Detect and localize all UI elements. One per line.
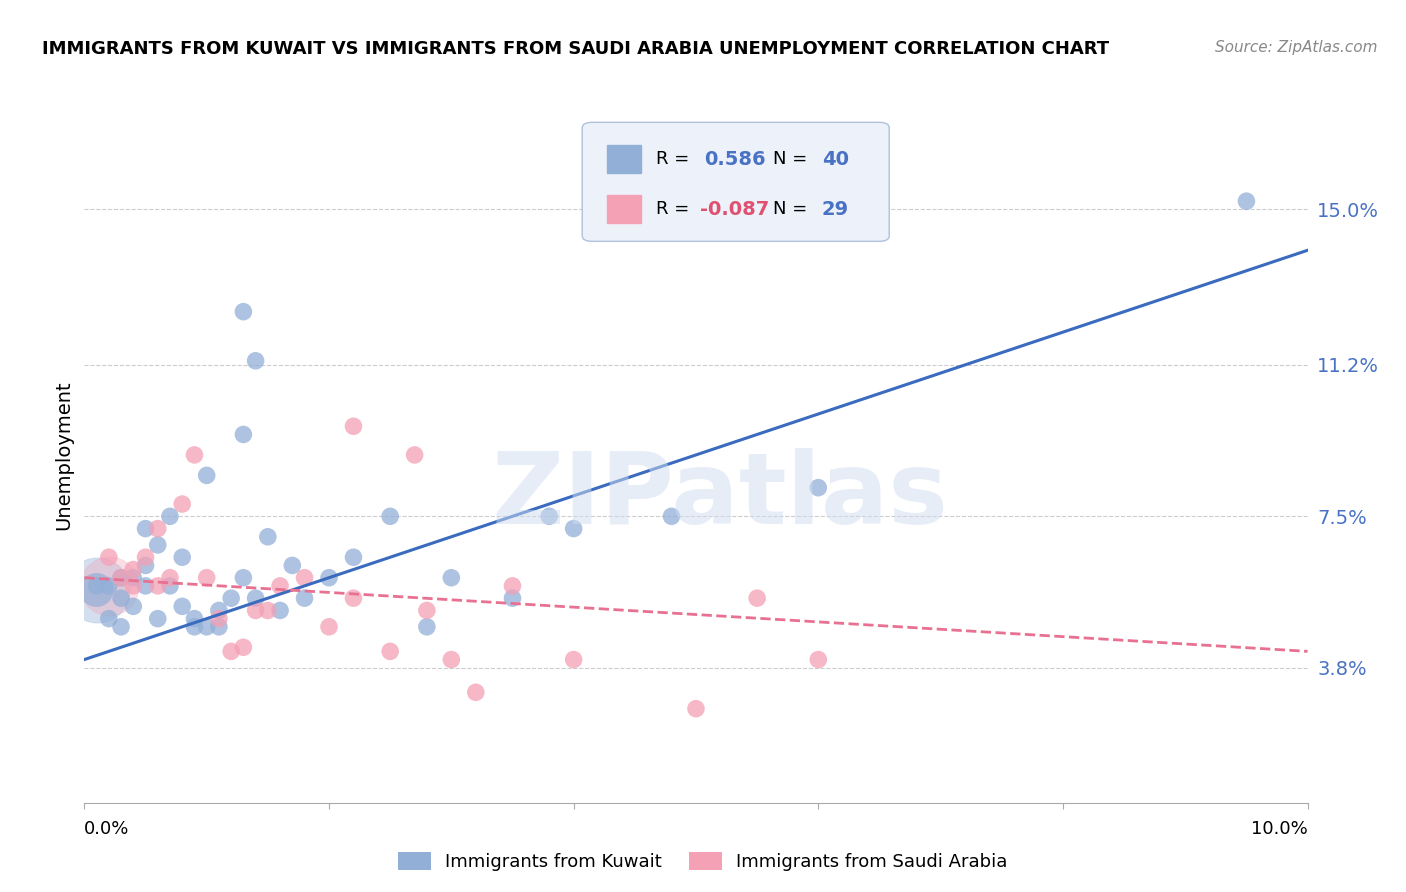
Point	[110, 571, 132, 585]
Point	[416, 603, 439, 617]
Point	[232, 304, 254, 318]
Point	[122, 571, 145, 585]
Point	[562, 652, 585, 666]
Point	[245, 353, 267, 368]
Point	[416, 620, 439, 634]
Point	[807, 652, 830, 666]
Point	[318, 620, 340, 634]
Text: ZIPatlas: ZIPatlas	[492, 448, 949, 545]
Point	[146, 538, 169, 552]
Point	[342, 419, 364, 434]
Point	[440, 571, 463, 585]
Point	[269, 603, 291, 617]
Point	[294, 591, 316, 606]
Text: -0.087: -0.087	[700, 200, 769, 219]
Point	[1234, 194, 1257, 209]
Point	[538, 509, 561, 524]
Point	[195, 468, 218, 483]
Point	[245, 603, 267, 617]
Point	[146, 579, 169, 593]
Y-axis label: Unemployment: Unemployment	[55, 380, 73, 530]
Point	[661, 509, 683, 524]
Point	[172, 550, 194, 565]
Point	[122, 562, 145, 576]
Point	[135, 550, 157, 565]
Point	[146, 522, 169, 536]
Text: R =: R =	[655, 150, 689, 169]
Point	[502, 591, 524, 606]
Point	[269, 579, 291, 593]
Point	[232, 427, 254, 442]
Point	[342, 591, 364, 606]
Text: 0.0%: 0.0%	[84, 821, 129, 838]
Point	[747, 591, 769, 606]
Point	[318, 571, 340, 585]
Point	[110, 571, 132, 585]
Point	[685, 701, 707, 715]
Point	[208, 612, 231, 626]
Point	[135, 579, 157, 593]
Text: Source: ZipAtlas.com: Source: ZipAtlas.com	[1215, 40, 1378, 55]
Point	[342, 550, 364, 565]
Text: IMMIGRANTS FROM KUWAIT VS IMMIGRANTS FROM SAUDI ARABIA UNEMPLOYMENT CORRELATION : IMMIGRANTS FROM KUWAIT VS IMMIGRANTS FRO…	[42, 40, 1109, 58]
Point	[807, 481, 830, 495]
Text: R =: R =	[655, 201, 689, 219]
Point	[208, 603, 231, 617]
Point	[135, 558, 157, 573]
Point	[159, 571, 181, 585]
Point	[122, 579, 145, 593]
Point	[464, 685, 486, 699]
Point	[135, 522, 157, 536]
Bar	[606, 195, 641, 223]
Point	[86, 582, 108, 597]
Point	[97, 550, 120, 565]
Point	[183, 612, 205, 626]
Point	[110, 620, 132, 634]
Point	[110, 591, 132, 606]
Point	[232, 571, 254, 585]
Point	[159, 579, 181, 593]
Text: N =: N =	[773, 201, 807, 219]
Point	[294, 571, 316, 585]
Point	[219, 591, 242, 606]
Point	[380, 509, 402, 524]
Point	[195, 620, 218, 634]
Point	[562, 522, 585, 536]
Point	[146, 612, 169, 626]
Point	[97, 612, 120, 626]
Point	[440, 652, 463, 666]
Point	[208, 620, 231, 634]
Point	[172, 497, 194, 511]
FancyBboxPatch shape	[582, 122, 889, 242]
Text: 40: 40	[823, 150, 849, 169]
Text: 0.586: 0.586	[704, 150, 766, 169]
Legend: Immigrants from Kuwait, Immigrants from Saudi Arabia: Immigrants from Kuwait, Immigrants from …	[391, 845, 1015, 879]
Bar	[606, 145, 641, 173]
Point	[219, 644, 242, 658]
Point	[86, 579, 108, 593]
Point	[183, 448, 205, 462]
Text: N =: N =	[773, 150, 807, 169]
Point	[159, 509, 181, 524]
Point	[257, 530, 280, 544]
Text: 29: 29	[823, 200, 849, 219]
Point	[86, 582, 108, 597]
Point	[232, 640, 254, 655]
Point	[502, 579, 524, 593]
Point	[183, 620, 205, 634]
Point	[281, 558, 304, 573]
Point	[380, 644, 402, 658]
Point	[172, 599, 194, 614]
Point	[97, 579, 120, 593]
Point	[122, 599, 145, 614]
Point	[404, 448, 426, 462]
Point	[257, 603, 280, 617]
Point	[245, 591, 267, 606]
Text: 10.0%: 10.0%	[1251, 821, 1308, 838]
Point	[195, 571, 218, 585]
Point	[97, 579, 120, 593]
